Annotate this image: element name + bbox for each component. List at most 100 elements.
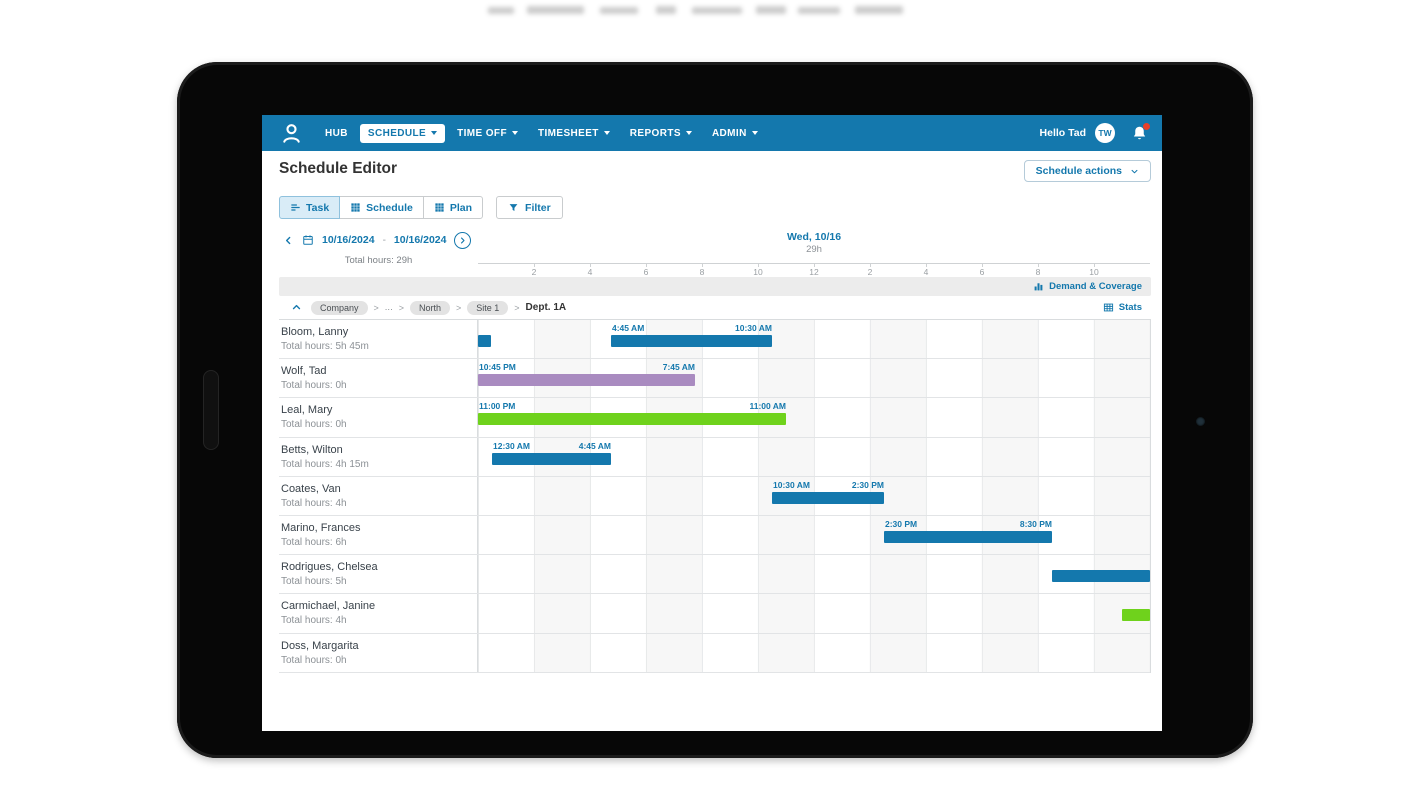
employee-total-hours: Total hours: 0h	[281, 654, 347, 666]
view-tabs: Task Schedule Plan	[279, 196, 484, 219]
top-navbar: HUB SCHEDULE TIME OFF TIMESHEET REPORTS ADMIN…	[262, 115, 1162, 151]
nav-item-time-off[interactable]: TIME OFF	[449, 124, 526, 143]
tick-label: 2	[867, 267, 873, 277]
employee-total-hours: Total hours: 0h	[281, 419, 347, 431]
tablet-camera	[1196, 417, 1205, 426]
employee-timeline[interactable]: 12:30 AM 4:45 AM	[477, 437, 1150, 476]
breadcrumb-item[interactable]: Company	[311, 300, 368, 315]
end-date[interactable]: 10/16/2024	[393, 234, 447, 246]
breadcrumb-separator: >	[514, 302, 520, 313]
shift-start-time: 11:00 PM	[479, 401, 516, 412]
nav-item-timesheet[interactable]: TIMESHEET	[530, 124, 618, 143]
shift-bar[interactable]	[478, 335, 491, 347]
employee-timeline[interactable]: 10:30 AM 2:30 PM	[477, 476, 1150, 515]
filter-button[interactable]: Filter	[496, 196, 563, 219]
shift-bar[interactable]	[1122, 609, 1150, 622]
task-icon	[290, 202, 301, 213]
chevron-down-icon	[1130, 167, 1139, 176]
employee-timeline[interactable]	[477, 555, 1150, 594]
tab-task[interactable]: Task	[279, 196, 341, 219]
start-date[interactable]: 10/16/2024	[322, 234, 375, 246]
employee-info: Leal, Mary Total hours: 0h	[281, 398, 475, 430]
nav-menu: HUB SCHEDULE TIME OFF TIMESHEET REPORTS ADMIN	[317, 123, 766, 143]
breadcrumb-item[interactable]: Site 1	[467, 300, 509, 315]
chevron-right-icon	[458, 236, 467, 245]
day-total-hours: 29h	[806, 244, 822, 255]
tick-mark	[646, 264, 647, 267]
calendar-icon[interactable]	[302, 234, 314, 246]
screenshot-artifact	[527, 6, 584, 14]
tick-label: 8	[1035, 267, 1041, 277]
tab-schedule[interactable]: Schedule	[339, 196, 424, 219]
shift-bar[interactable]	[1052, 570, 1150, 583]
tick-label: 2	[531, 267, 537, 277]
employee-name: Doss, Margarita	[281, 639, 359, 652]
stats-icon	[1103, 302, 1114, 313]
tab-label: Task	[306, 201, 330, 214]
shift-bar[interactable]	[772, 491, 884, 504]
breadcrumb-separator: >	[456, 302, 462, 313]
tick-mark	[1094, 264, 1095, 267]
chevron-down-icon	[511, 131, 518, 135]
nav-item-reports[interactable]: REPORTS	[622, 124, 700, 143]
nav-item-label: REPORTS	[629, 127, 681, 139]
nav-right: Hello Tad TW	[1040, 122, 1150, 143]
avatar[interactable]: TW	[1095, 123, 1115, 143]
demand-coverage-link[interactable]: Demand & Coverage	[1049, 281, 1142, 292]
schedule-row: Doss, Margarita Total hours: 0h	[279, 633, 1150, 673]
shift-start-time: 10:30 AM	[773, 479, 811, 490]
tab-plan[interactable]: Plan	[422, 196, 484, 219]
tick-mark	[758, 264, 759, 267]
tick-label: 10	[1089, 267, 1099, 277]
tab-label: Plan	[449, 201, 473, 214]
day-header: Wed, 10/16 29h	[478, 231, 1150, 255]
page-title: Schedule Editor	[279, 160, 397, 177]
tick-mark	[814, 264, 815, 267]
shift-bar[interactable]	[884, 530, 1052, 543]
next-day-button[interactable]	[454, 231, 472, 249]
employee-timeline[interactable]	[477, 594, 1150, 633]
employee-timeline[interactable]: 2:30 PM 8:30 PM	[477, 515, 1150, 555]
tick-label: 4	[587, 267, 593, 277]
date-separator: -	[382, 234, 386, 246]
shift-bar[interactable]	[492, 452, 611, 465]
notifications-bell[interactable]	[1131, 122, 1150, 142]
employee-total-hours: Total hours: 4h 15m	[281, 458, 369, 470]
shift-bar[interactable]	[478, 413, 786, 426]
shift-bar[interactable]	[478, 374, 695, 387]
employee-total-hours: Total hours: 0h	[281, 380, 347, 392]
stats-link[interactable]: Stats	[1118, 302, 1142, 313]
collapse-group-button[interactable]	[291, 302, 302, 313]
view-toolbar: Task Schedule Plan Filter	[279, 196, 563, 219]
day-label: Wed, 10/16	[786, 231, 842, 243]
nav-item-schedule[interactable]: SCHEDULE	[359, 123, 446, 143]
prev-day-button[interactable]	[283, 235, 294, 246]
screenshot-artifact	[756, 6, 786, 14]
shift-end-time: 7:45 AM	[662, 362, 695, 373]
employee-timeline[interactable]: 10:45 PM 7:45 AM	[477, 359, 1150, 398]
nav-item-hub[interactable]: HUB	[317, 124, 356, 143]
shift-end-time: 11:00 AM	[749, 401, 786, 412]
employee-info: Betts, Wilton Total hours: 4h 15m	[281, 438, 475, 470]
screenshot-artifact	[488, 7, 514, 14]
employee-total-hours: Total hours: 4h	[281, 497, 347, 509]
shift-start-time: 2:30 PM	[885, 518, 918, 529]
app-logo-icon[interactable]	[280, 122, 303, 145]
breadcrumb-separator: >	[373, 302, 379, 313]
employee-timeline[interactable]: 11:00 PM 11:00 AM	[477, 398, 1150, 437]
employee-timeline[interactable]	[477, 633, 1150, 672]
coverage-toolbar: Demand & Coverage	[279, 277, 1151, 296]
tick-mark	[1038, 264, 1039, 267]
shift-bar[interactable]	[611, 335, 772, 347]
schedule-actions-button[interactable]: Schedule actions	[1023, 160, 1151, 182]
screenshot-artifact	[656, 6, 676, 14]
breadcrumb-item[interactable]: ...	[384, 302, 393, 313]
tick-mark	[982, 264, 983, 267]
schedule-row: Rodrigues, Chelsea Total hours: 5h	[279, 555, 1150, 595]
shift-end-time: 4:45 AM	[578, 440, 611, 451]
nav-item-admin[interactable]: ADMIN	[704, 124, 766, 143]
breadcrumb-item[interactable]: North	[409, 300, 450, 315]
tick-label: 6	[979, 267, 985, 277]
employee-timeline[interactable]: 4:45 AM 10:30 AM	[477, 320, 1150, 359]
